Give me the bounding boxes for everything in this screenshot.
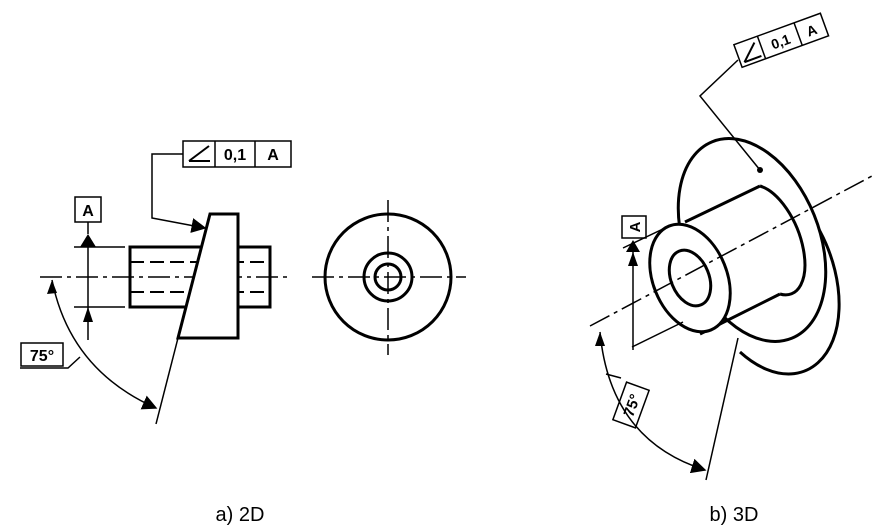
angle-label-2d: 75° [30,348,54,365]
caption-2d: a) 2D [216,504,265,526]
feature-control-frame-2d: 0,1 A [182,140,292,168]
caption-3d: b) 3D [710,504,759,526]
end-view-2d [312,200,466,355]
datum-box-2d: A [74,196,102,223]
tolerance-value-3d: 0,1 [769,31,793,53]
angularity-icon-3d [743,42,762,64]
datum-label-2d: A [82,203,94,220]
angle-dimension-2d: 75° [20,279,179,425]
feature-control-frame-3d: 0,1 A [732,12,830,69]
figure-3d: A 0,1 A 75° b) 3D [589,12,873,526]
angle-dimension-3d: 75° [595,331,739,481]
inclined-flange-2d [176,212,240,340]
leader-line-2d [151,153,207,233]
figure-2d: A 0,1 A 75° [20,140,466,526]
datum-label-3d: A [627,221,644,232]
axis-3d [589,175,873,327]
leader-line-3d [698,59,761,171]
datum-dimension-2d [74,222,125,340]
datum-triangle-3d [626,240,640,252]
angle-label-3d: 75° [621,392,645,419]
tolerance-value-2d: 0,1 [224,147,246,164]
frame-datum-2d: A [267,147,279,164]
frame-datum-3d: A [804,21,819,39]
angularity-icon [188,145,210,162]
datum-triangle-2d [80,234,96,247]
datum-box-3d: A [621,215,647,239]
datum-dimension-3d [622,227,684,350]
